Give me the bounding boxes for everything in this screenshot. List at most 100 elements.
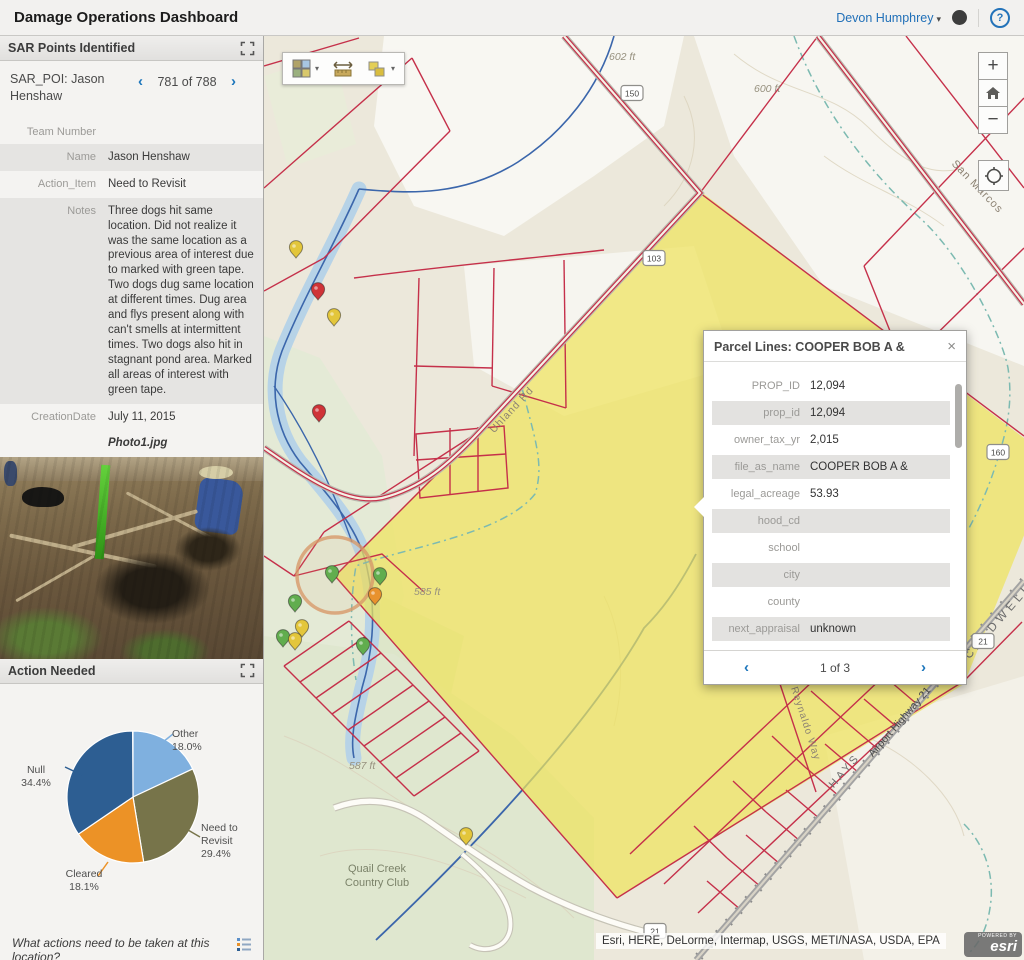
place-label: Country Club xyxy=(345,877,409,889)
poi-pin[interactable] xyxy=(287,594,303,613)
poi-pin[interactable] xyxy=(311,404,327,423)
callout-line xyxy=(64,766,83,776)
attribute-value: Three dogs hit same location. Did not re… xyxy=(108,204,254,396)
popup-field-row: PROP_ID 12,094 xyxy=(712,374,950,398)
locate-icon xyxy=(984,166,1003,185)
user-menu[interactable]: Devon Humphrey ▾ xyxy=(836,10,941,25)
left-sidebar: SAR Points Identified SAR_POI: Jason Hen… xyxy=(0,36,264,960)
highway-shield: 160 xyxy=(986,443,1010,461)
popup-footer: ‹ 1 of 3 › xyxy=(704,650,966,684)
zoom-out-button[interactable]: − xyxy=(978,106,1008,134)
home-button[interactable] xyxy=(978,79,1008,107)
expand-icon[interactable] xyxy=(240,663,255,678)
popup-field-label: legal_acreage xyxy=(730,488,800,500)
basemap-gallery-button[interactable]: ▾ xyxy=(292,59,319,78)
poi-pin[interactable] xyxy=(294,619,310,638)
pie-slice-other[interactable] xyxy=(132,730,194,798)
popup-field-row: hood_cd xyxy=(712,509,950,533)
poi-pin[interactable] xyxy=(326,308,342,327)
popup-field-value: 12,094 xyxy=(810,380,846,392)
divider xyxy=(978,8,979,27)
page-title: Damage Operations Dashboard xyxy=(14,9,239,26)
question-row: What actions need to be taken at this lo… xyxy=(0,924,263,960)
poi-pin[interactable] xyxy=(324,565,340,584)
poi-pin[interactable] xyxy=(458,827,474,846)
attribute-row: Team Number xyxy=(0,119,263,144)
question-text: What actions need to be taken at this lo… xyxy=(12,935,210,960)
locate-button[interactable] xyxy=(978,160,1009,191)
basemap-icon xyxy=(292,59,311,78)
pie-label-null: Null 34.4% xyxy=(21,763,51,789)
callout-line xyxy=(157,733,174,747)
poi-pin[interactable] xyxy=(275,629,291,648)
photo-hat xyxy=(199,465,233,479)
feature-header: SAR_POI: Jason Henshaw ‹ 781 of 788 › xyxy=(0,61,263,111)
popup-field-value: unknown xyxy=(810,623,857,635)
zoom-in-button[interactable]: + xyxy=(978,52,1008,80)
attachment-link[interactable]: Photo1.jpg xyxy=(108,436,168,449)
status-circle-icon[interactable] xyxy=(952,10,967,25)
photo-branch xyxy=(15,554,95,603)
popup-field-value: 2,015 xyxy=(810,434,839,446)
pie-slice-null[interactable] xyxy=(66,730,134,835)
prev-feature-button[interactable]: ‹ xyxy=(138,73,143,90)
measure-button[interactable] xyxy=(332,60,354,78)
zoom-controls: + − xyxy=(978,52,1008,134)
feature-pager: ‹ 781 of 788 › xyxy=(130,73,244,105)
popup-field-label: hood_cd xyxy=(757,515,800,527)
map-canvas[interactable]: 602 ft 600 ft 585 ft 587 ft Quail Creek … xyxy=(264,36,1024,960)
poi-pin[interactable] xyxy=(372,567,388,586)
roads xyxy=(264,36,1024,503)
poi-pin[interactable] xyxy=(310,282,326,301)
popup-field-value: COOPER BOB A & xyxy=(810,461,908,473)
pie-label-other: Other 18.0% xyxy=(172,727,202,753)
feature-pager-text: 781 of 788 xyxy=(157,75,217,89)
action-panel-header: Action Needed xyxy=(0,658,263,684)
popup-scrollbar[interactable] xyxy=(955,384,962,448)
railroad xyxy=(692,578,1024,960)
poi-pin[interactable] xyxy=(287,632,303,651)
attachment-photo[interactable] xyxy=(0,456,263,659)
basemap[interactable]: 602 ft 600 ft 585 ft 587 ft Quail Creek … xyxy=(264,36,1024,960)
popup-field-label: school xyxy=(768,542,800,554)
svg-text:160: 160 xyxy=(991,448,1005,458)
layers-icon xyxy=(368,61,385,76)
next-feature-button[interactable]: › xyxy=(231,73,236,90)
popup-field-row: next_appraisal unknown xyxy=(712,617,950,641)
callout-line xyxy=(97,861,109,877)
popup-body: PROP_ID 12,094 prop_id 12,094 owner_tax_yr 2,… xyxy=(704,362,966,650)
help-icon[interactable]: ? xyxy=(990,7,1010,28)
popup-field-label: prop_id xyxy=(763,407,800,419)
pie-slice-need-to-revisit[interactable] xyxy=(132,767,200,863)
attribute-label: Name xyxy=(66,150,96,163)
close-icon[interactable]: × xyxy=(947,338,956,355)
elevation-label: 587 ft xyxy=(349,760,376,772)
layers-button[interactable]: ▾ xyxy=(367,60,395,78)
popup-header: Parcel Lines: COOPER BOB A & × xyxy=(704,331,966,362)
pie-slice-cleared[interactable] xyxy=(77,795,145,864)
poi-pin[interactable] xyxy=(367,587,383,606)
photo-green-tape xyxy=(94,464,111,559)
elevation-label: 602 ft xyxy=(609,51,636,63)
poi-pin[interactable] xyxy=(288,240,304,259)
svg-text:150: 150 xyxy=(625,89,639,99)
attribute-label: Notes xyxy=(67,204,96,217)
popup-prev-button[interactable]: ‹ xyxy=(744,659,749,676)
photo-foliage xyxy=(120,628,210,659)
attribute-value: Jason Henshaw xyxy=(108,150,190,163)
photo-branch xyxy=(125,491,225,546)
action-panel-title: Action Needed xyxy=(8,663,96,678)
esri-logo: POWERED BY esri xyxy=(964,932,1022,957)
popup-next-button[interactable]: › xyxy=(921,659,926,676)
expand-icon[interactable] xyxy=(240,41,255,56)
photo-branch xyxy=(9,533,157,569)
chevron-down-icon: ▾ xyxy=(391,64,396,73)
legend-icon[interactable] xyxy=(237,936,251,956)
svg-text:21: 21 xyxy=(650,927,660,937)
app-header: Damage Operations Dashboard Devon Humphr… xyxy=(0,0,1024,36)
attribute-label: CreationDate xyxy=(31,410,96,423)
popup-field-value: 12,094 xyxy=(810,407,846,419)
sar-panel-title: SAR Points Identified xyxy=(8,41,136,55)
attribute-row: Action_Item Need to Revisit xyxy=(0,171,263,198)
poi-pin[interactable] xyxy=(355,637,371,656)
